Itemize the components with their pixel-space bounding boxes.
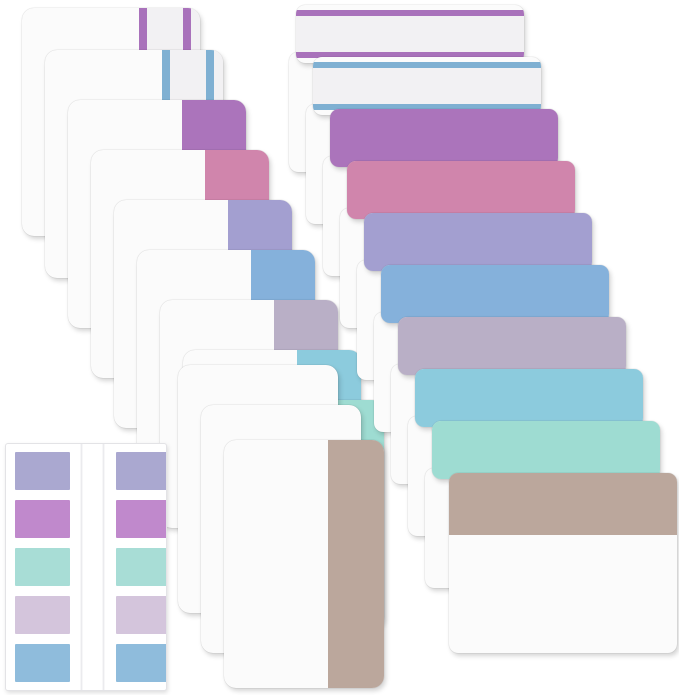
sheet-centre-spine [72, 444, 114, 690]
wide-tab-mint[interactable] [432, 421, 660, 479]
wide-tab-mint-colour-fill [432, 421, 660, 479]
wide-tab-mauve-gray[interactable] [398, 317, 626, 375]
wide-tab-sky-colour-fill [415, 369, 643, 427]
sticker-sheet[interactable] [5, 443, 167, 691]
sticker-row-orchid-left[interactable] [15, 500, 70, 538]
sheet-perforation-left [80, 444, 83, 690]
sheet-perforation-right [102, 444, 105, 690]
wide-tab-purple-stripes-stripe-bottom [296, 52, 524, 58]
sticker-row-periwinkle-right[interactable] [116, 452, 166, 490]
wide-tab-purple-stripes[interactable] [296, 5, 524, 63]
square-tab-taupe-colour-band [328, 440, 384, 688]
wide-tab-pink[interactable] [347, 161, 575, 219]
wide-tab-pink-colour-fill [347, 161, 575, 219]
wide-tab-blue[interactable] [381, 265, 609, 323]
sticker-row-blue-left[interactable] [15, 644, 70, 682]
wide-tab-blue-stripes-stripe-bottom [313, 104, 541, 110]
wide-tab-purple-colour-fill [330, 109, 558, 167]
wide-tab-sky[interactable] [415, 369, 643, 427]
sticker-row-mint-left[interactable] [15, 548, 70, 586]
sticker-row-orchid-right[interactable] [116, 500, 166, 538]
sticker-row-lilac-left[interactable] [15, 596, 70, 634]
square-tab-taupe[interactable] [224, 440, 384, 688]
wide-tab-taupe[interactable] [449, 473, 677, 653]
sticker-row-lilac-right[interactable] [116, 596, 166, 634]
wide-tab-blue-colour-fill [381, 265, 609, 323]
sticker-row-mint-right[interactable] [116, 548, 166, 586]
wide-tab-purple[interactable] [330, 109, 558, 167]
wide-tab-mauve-gray-colour-fill [398, 317, 626, 375]
wide-tab-blue-stripes[interactable] [313, 57, 541, 115]
wide-tab-taupe-colour-band [449, 473, 677, 535]
wide-tab-periwinkle[interactable] [364, 213, 592, 271]
wide-tab-periwinkle-colour-fill [364, 213, 592, 271]
wide-tab-blue-stripes-stripe-top [313, 62, 541, 68]
sticker-row-blue-right[interactable] [116, 644, 166, 682]
wide-tab-purple-stripes-stripe-top [296, 10, 524, 16]
wide-tab-purple-stripes-panel [296, 10, 524, 58]
sticker-sheet-inner [6, 444, 166, 690]
sticker-row-periwinkle-left[interactable] [15, 452, 70, 490]
wide-tab-blue-stripes-panel [313, 62, 541, 110]
